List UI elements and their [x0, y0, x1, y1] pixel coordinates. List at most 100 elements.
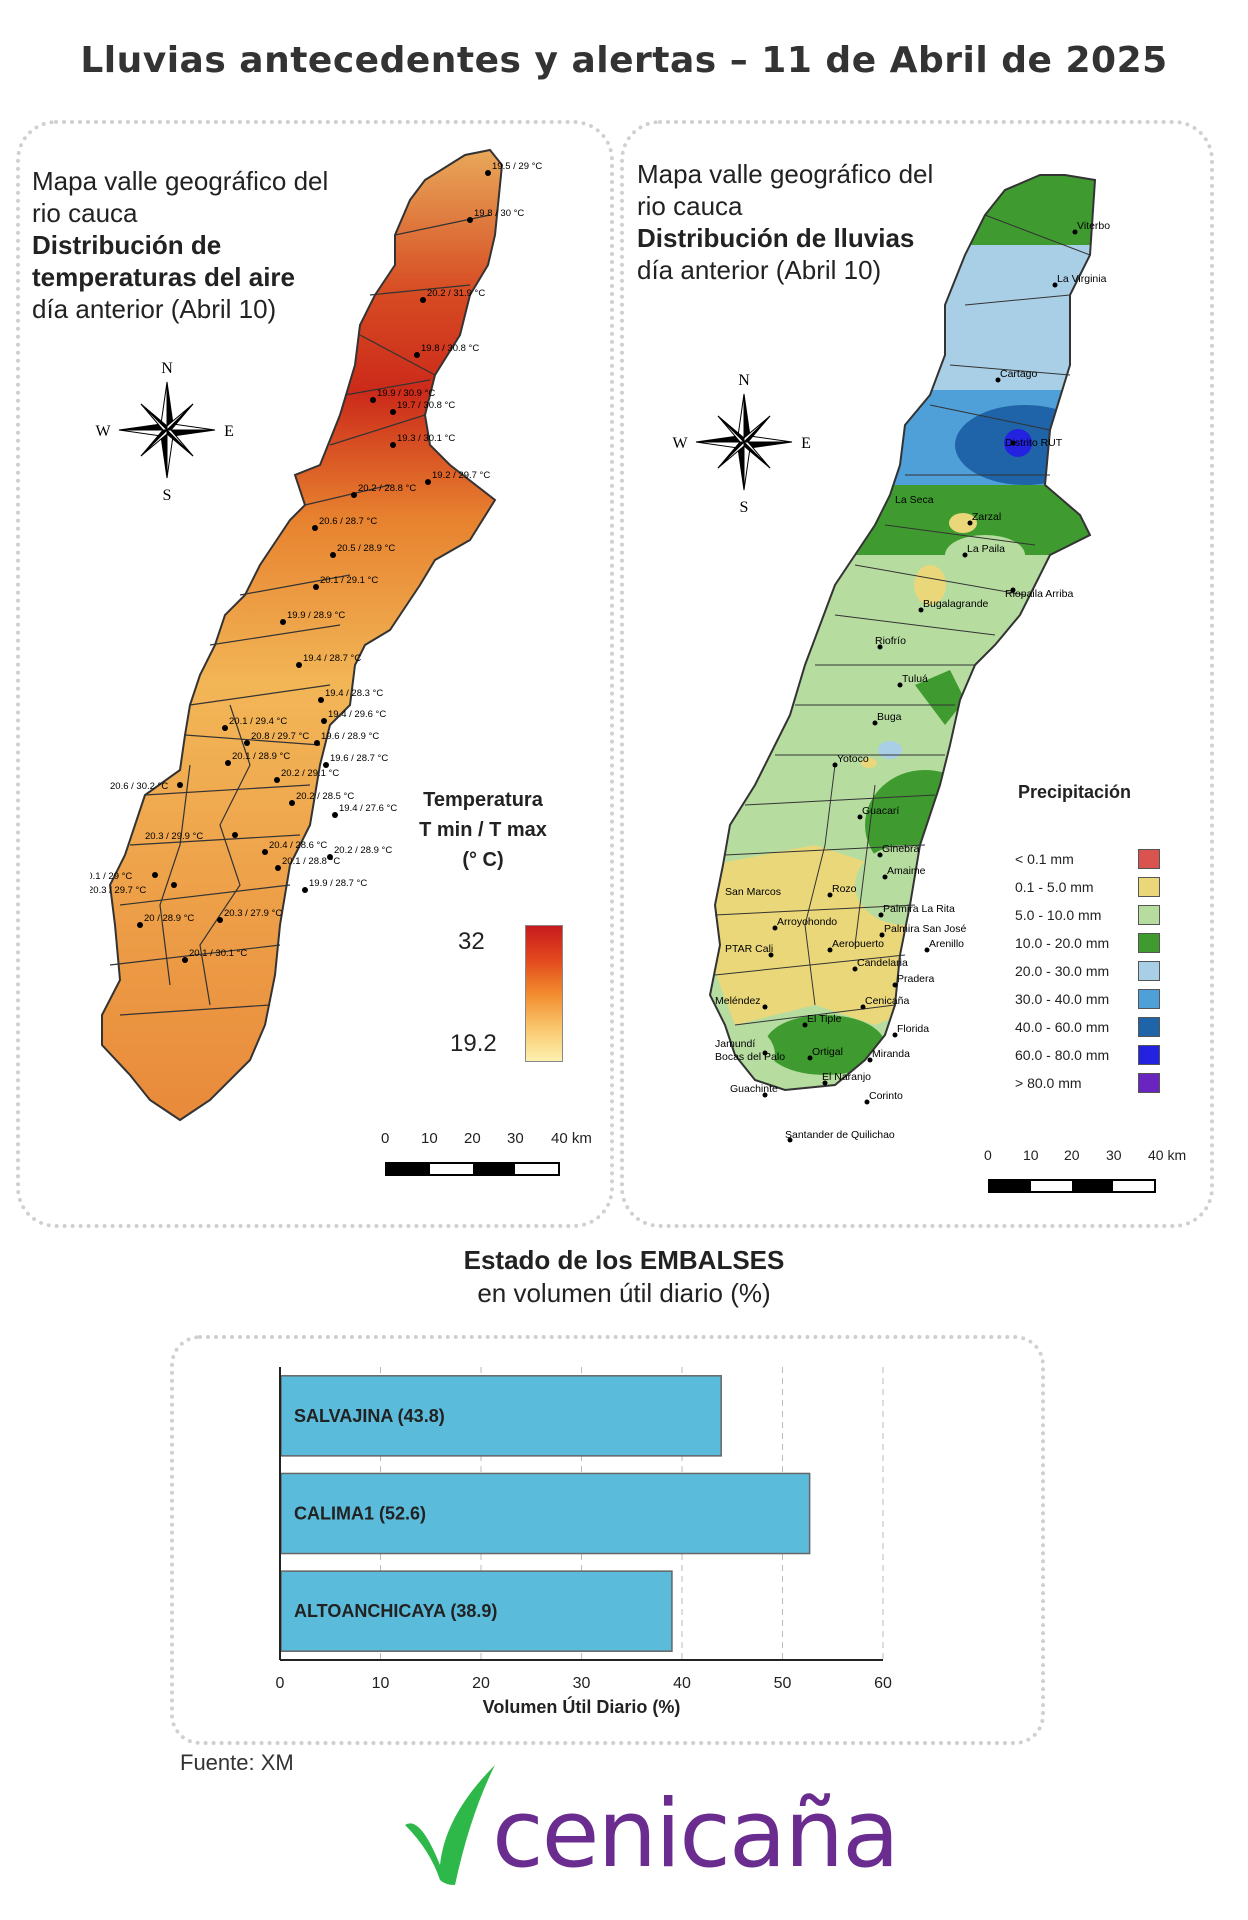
x-tick-label: 30	[573, 1675, 591, 1692]
legend-swatch	[1138, 877, 1160, 897]
svg-text:19.4 / 28.7 °C: 19.4 / 28.7 °C	[303, 653, 361, 664]
compass-s: S	[740, 499, 749, 516]
x-tick-label: 40	[673, 1675, 691, 1692]
compass-s: S	[163, 487, 172, 504]
svg-text:Yotoco: Yotoco	[837, 753, 869, 765]
rainfall-map-title: Mapa valle geográfico del rio cauca Dist…	[637, 159, 934, 285]
svg-text:Cartago: Cartago	[1000, 368, 1038, 380]
svg-text:20.1 / 29.1 °C: 20.1 / 29.1 °C	[320, 575, 378, 586]
temperature-legend-title: Temperatura T min / T max (° C)	[419, 789, 547, 871]
svg-text:Pradera: Pradera	[897, 973, 935, 985]
svg-text:Santander de Quilichao: Santander de Quilichao	[785, 1129, 895, 1141]
svg-text:La Paila: La Paila	[967, 543, 1005, 555]
compass-e: E	[801, 435, 811, 452]
temperature-station-markers: 19.5 / 29 °C 19.8 / 30 °C 20.2 / 31.9 °C…	[90, 161, 542, 963]
compass-rose-icon: N S E W	[672, 372, 811, 516]
svg-text:20.4 / 28.6 °C: 20.4 / 28.6 °C	[269, 840, 327, 851]
svg-text:19.9 / 28.7 °C: 19.9 / 28.7 °C	[309, 878, 367, 889]
temperature-map-panel	[16, 120, 614, 1228]
svg-text:20.6 / 28.7 °C: 20.6 / 28.7 °C	[319, 516, 377, 527]
precipitation-legend: < 0.1 mm 0.1 - 5.0 mm 5.0 - 10.0 mm 10.0…	[1015, 845, 1160, 1097]
legend-row: > 80.0 mm	[1015, 1069, 1160, 1097]
svg-text:19.6 / 28.9 °C: 19.6 / 28.9 °C	[321, 731, 379, 742]
svg-text:Cenicaña: Cenicaña	[865, 995, 910, 1007]
temperature-map: 19.5 / 29 °C 19.8 / 30 °C 20.2 / 31.9 °C…	[90, 148, 542, 1122]
legend-row: 5.0 - 10.0 mm	[1015, 901, 1160, 929]
cenicana-logo-icon	[405, 1765, 495, 1885]
legend-swatch	[1138, 933, 1160, 953]
legend-swatch	[1138, 989, 1160, 1009]
rainfall-map-subtitle: día anterior (Abril 10)	[637, 255, 882, 285]
x-tick-label: 10	[372, 1675, 390, 1692]
svg-text:19.5 / 29 °C: 19.5 / 29 °C	[492, 161, 542, 172]
svg-text:Riopaila Arriba: Riopaila Arriba	[1005, 588, 1073, 600]
svg-text:19.4 / 29.6 °C: 19.4 / 29.6 °C	[328, 709, 386, 720]
bar	[280, 1570, 673, 1652]
svg-text:20.3 / 29.7 °C: 20.3 / 29.7 °C	[90, 885, 146, 896]
x-axis-label: Volumen Útil Diario (%)	[483, 1696, 681, 1717]
temperature-color-ramp	[525, 925, 563, 1062]
embalses-chart-panel	[170, 1335, 1045, 1745]
rainfall-map-panel	[620, 120, 1214, 1228]
precipitation-legend-title: Precipitación	[1018, 782, 1132, 802]
svg-text:19.7 / 30.8 °C: 19.7 / 30.8 °C	[397, 400, 455, 411]
svg-text:Rozo: Rozo	[832, 883, 857, 895]
svg-text:20.2 / 28.5 °C: 20.2 / 28.5 °C	[296, 791, 354, 802]
legend-row: < 0.1 mm	[1015, 845, 1160, 873]
svg-text:Riofrío: Riofrío	[875, 635, 906, 647]
compass-e: E	[224, 423, 234, 440]
svg-text:19.9 / 28.9 °C: 19.9 / 28.9 °C	[287, 610, 345, 621]
svg-text:20.5 / 28.9 °C: 20.5 / 28.9 °C	[337, 543, 395, 554]
svg-text:Arenillo: Arenillo	[929, 938, 964, 950]
svg-text:19.2 / 29.7 °C: 19.2 / 29.7 °C	[432, 470, 490, 481]
svg-text:19.9 / 30.9 °C: 19.9 / 30.9 °C	[377, 388, 435, 399]
svg-text:19.6 / 28.7 °C: 19.6 / 28.7 °C	[330, 753, 388, 764]
page-title: Lluvias antecedentes y alertas – 11 de A…	[80, 40, 1168, 81]
svg-text:Guacarí: Guacarí	[862, 805, 899, 817]
legend-swatch	[1138, 1017, 1160, 1037]
svg-text:Miranda: Miranda	[872, 1048, 910, 1060]
svg-text:20.6 / 30.2 °C: 20.6 / 30.2 °C	[110, 781, 168, 792]
svg-text:20.2 / 31.9 °C: 20.2 / 31.9 °C	[427, 288, 485, 299]
svg-text:20.1 / 29 °C: 20.1 / 29 °C	[90, 871, 132, 882]
svg-text:Florida: Florida	[897, 1023, 929, 1035]
svg-text:El Naranjo: El Naranjo	[822, 1071, 871, 1083]
svg-text:20.2 / 29.1 °C: 20.2 / 29.1 °C	[281, 768, 339, 779]
x-tick-label: 0	[276, 1675, 285, 1692]
legend-swatch	[1138, 905, 1160, 925]
rainfall-scale-bar: 0 10 20 30 40 km	[984, 1147, 1186, 1193]
svg-text:20.1 / 28.8 °C: 20.1 / 28.8 °C	[282, 856, 340, 867]
svg-text:20.1 / 29.4 °C: 20.1 / 29.4 °C	[229, 716, 287, 727]
source-label: Fuente: XM	[180, 1750, 294, 1775]
legend-swatch	[1138, 961, 1160, 981]
svg-text:20.8 / 29.7 °C: 20.8 / 29.7 °C	[251, 731, 309, 742]
svg-text:Distrito RUT: Distrito RUT	[1005, 437, 1063, 449]
svg-text:Ortigal: Ortigal	[812, 1046, 843, 1058]
svg-text:Palmira La Rita: Palmira La Rita	[883, 903, 955, 915]
svg-text:19.3 / 30.1 °C: 19.3 / 30.1 °C	[397, 433, 455, 444]
embalses-title: Estado de los EMBALSES en volumen útil d…	[463, 1245, 785, 1308]
embalses-bar-chart: 0 10 20 30 40 50 60 SALVAJINA (43.8) CALIMA1 (52…	[276, 1367, 892, 1717]
svg-text:Bugalagrande: Bugalagrande	[923, 598, 989, 610]
temperature-legend-min: 19.2	[450, 1030, 497, 1057]
svg-text:Corinto: Corinto	[869, 1090, 903, 1102]
svg-text:La Virginia: La Virginia	[1057, 273, 1107, 285]
svg-text:20.3 / 29.9 °C: 20.3 / 29.9 °C	[145, 831, 203, 842]
cenicana-logo-text: cenicaña	[492, 1780, 900, 1889]
legend-row: 30.0 - 40.0 mm	[1015, 985, 1160, 1013]
svg-text:Buga: Buga	[877, 711, 902, 723]
svg-text:La Seca: La Seca	[895, 494, 934, 506]
svg-text:19.4 / 28.3 °C: 19.4 / 28.3 °C	[325, 688, 383, 699]
legend-row: 40.0 - 60.0 mm	[1015, 1013, 1160, 1041]
svg-text:Meléndez: Meléndez	[715, 995, 761, 1007]
svg-text:Viterbo: Viterbo	[1077, 220, 1110, 232]
legend-row: 60.0 - 80.0 mm	[1015, 1041, 1160, 1069]
svg-text:20.2 / 28.9 °C: 20.2 / 28.9 °C	[334, 845, 392, 856]
svg-text:Guachinte: Guachinte	[730, 1083, 778, 1095]
bar-label: SALVAJINA (43.8)	[294, 1406, 445, 1426]
svg-text:20 / 28.9 °C: 20 / 28.9 °C	[144, 913, 194, 924]
compass-w: W	[672, 435, 688, 452]
temperature-scale-bar: 0 10 20 30 40 km	[381, 1130, 592, 1176]
svg-text:Jamundí: Jamundí	[715, 1038, 755, 1050]
svg-text:Palmira San José: Palmira San José	[884, 923, 966, 935]
